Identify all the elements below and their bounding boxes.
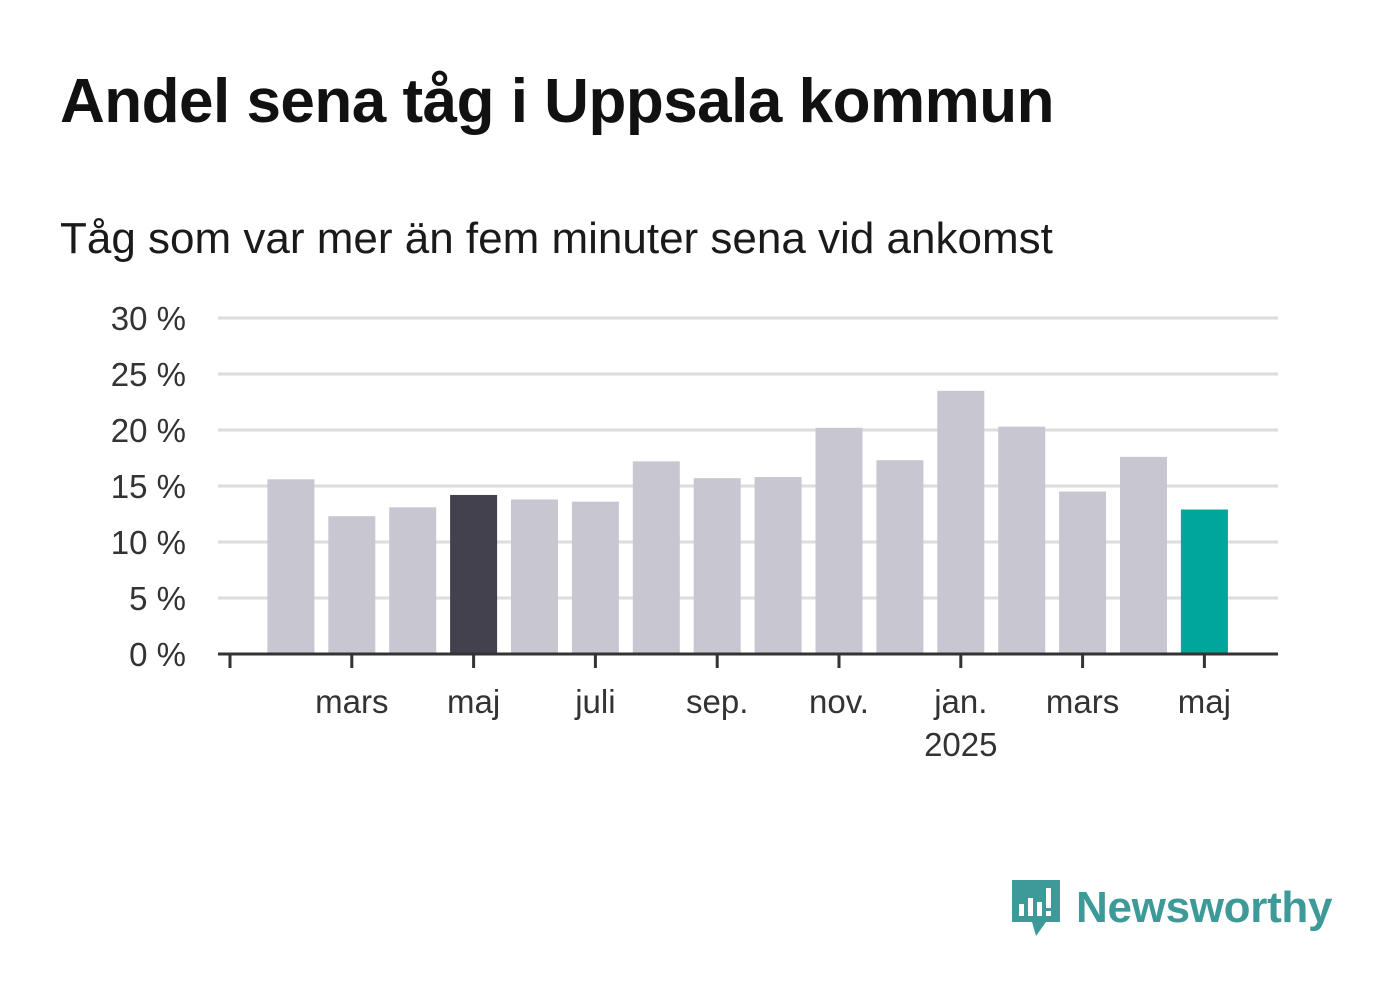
x-tick-label: sep.: [686, 683, 748, 720]
bar: [1059, 491, 1107, 654]
chart-subtitle: Tåg som var mer än fem minuter sena vid …: [60, 214, 1053, 263]
y-tick-label: 30 %: [111, 300, 186, 337]
x-tick-label: maj: [1178, 683, 1231, 720]
bar: [450, 494, 498, 654]
newsworthy-logo: Newsworthy: [1010, 878, 1332, 938]
bar: [1180, 509, 1228, 654]
y-tick-label: 0 %: [129, 636, 186, 673]
x-tick-label: maj: [447, 683, 500, 720]
bar: [511, 499, 558, 654]
x-tick-label: jan.: [933, 683, 987, 720]
y-tick-label: 10 %: [111, 524, 186, 561]
bar: [1120, 456, 1167, 654]
bar: [632, 461, 680, 654]
bar: [389, 507, 437, 654]
bar: [815, 427, 863, 654]
bar: [328, 516, 376, 654]
x-tick-sublabel: 2025: [924, 726, 997, 763]
y-tick-label: 25 %: [111, 356, 186, 393]
bar: [876, 460, 924, 654]
y-tick-label: 20 %: [111, 412, 186, 449]
bar: [754, 477, 802, 654]
bar: [693, 478, 741, 654]
x-tick-label: mars: [315, 683, 388, 720]
bar: [267, 479, 315, 654]
bar: [571, 501, 619, 654]
x-tick-label: nov.: [809, 683, 869, 720]
x-tick-label: mars: [1046, 683, 1119, 720]
x-tick-label: juli: [574, 683, 615, 720]
newsworthy-logo-icon: [1012, 880, 1060, 936]
chart-title: Andel sena tåg i Uppsala kommun: [60, 67, 1054, 136]
y-tick-label: 5 %: [129, 580, 186, 617]
bar: [998, 426, 1046, 654]
bar: [937, 390, 985, 654]
brand-name: Newsworthy: [1076, 883, 1333, 932]
y-tick-label: 15 %: [111, 468, 186, 505]
